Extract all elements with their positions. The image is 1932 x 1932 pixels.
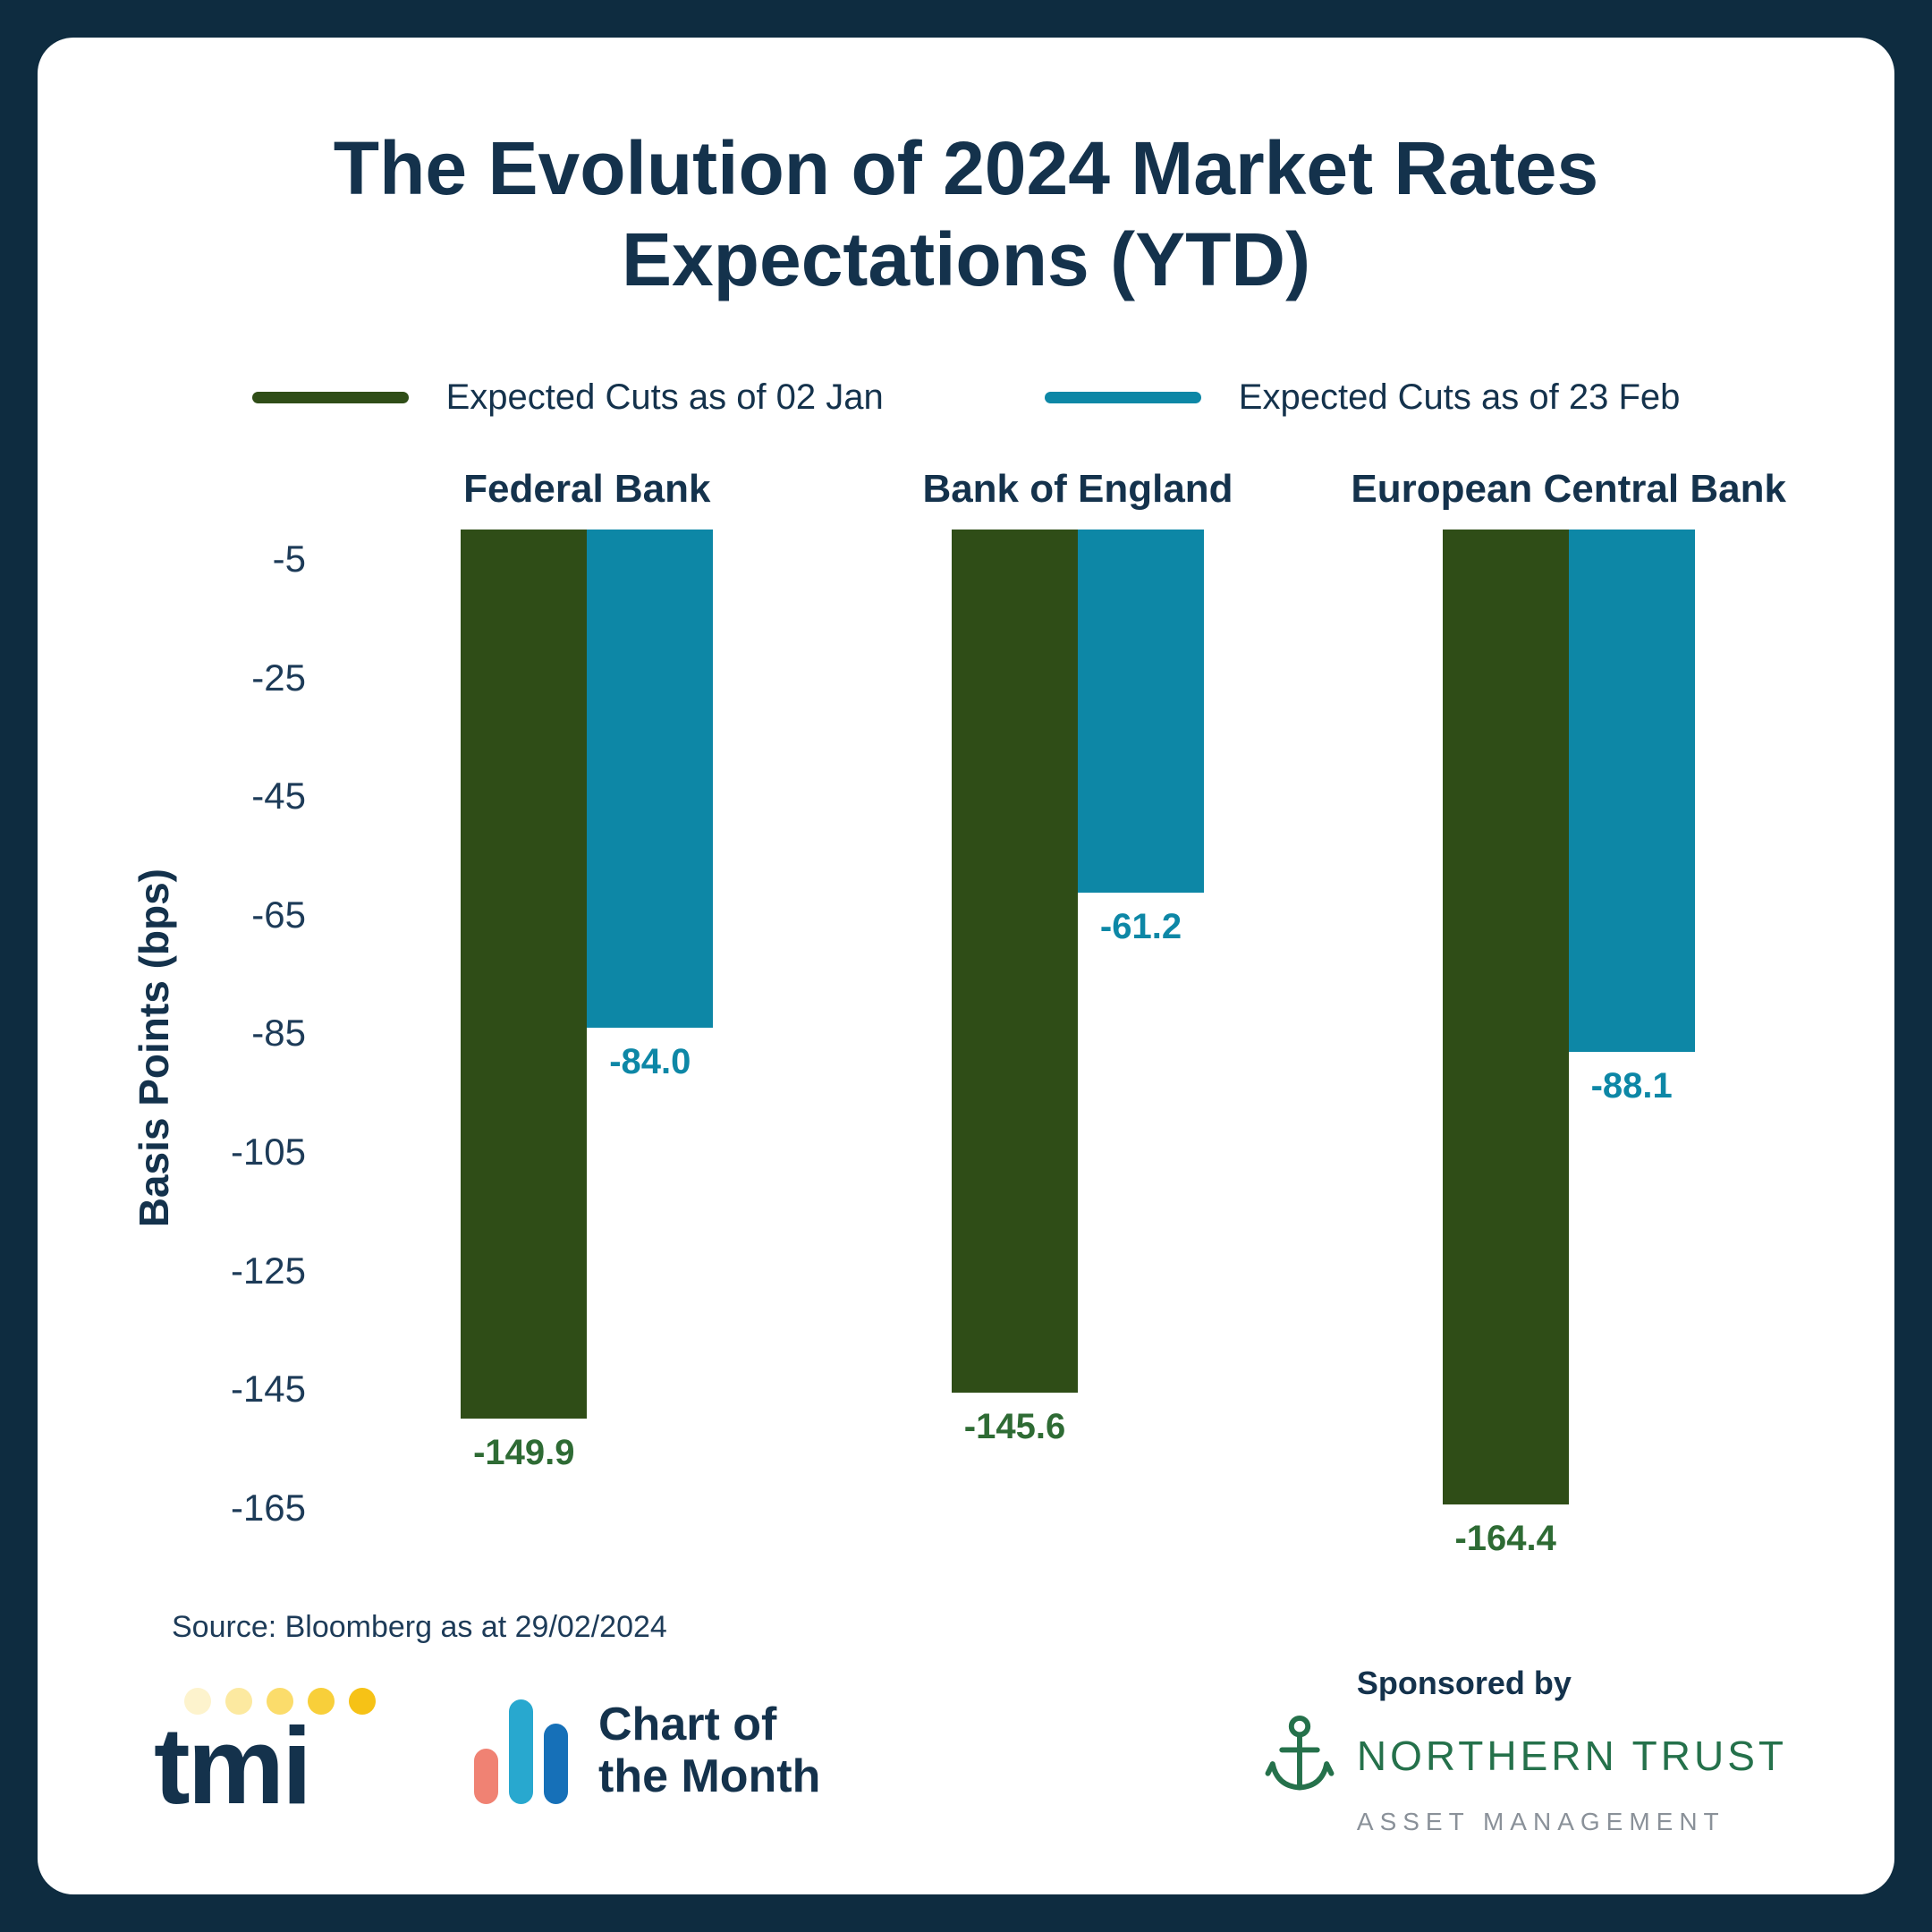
- group-titles-row: Federal Bank Bank of England European Cent…: [342, 467, 1814, 512]
- chart-of-month-icon-bar: [509, 1699, 533, 1804]
- group-title: Federal Bank: [463, 466, 711, 511]
- y-tick: -85: [251, 1012, 306, 1055]
- legend-swatch-feb: [1044, 391, 1201, 403]
- y-tick: -25: [251, 656, 306, 699]
- y-tick: -125: [230, 1249, 306, 1292]
- chart-of-month-icon-bar: [474, 1749, 498, 1804]
- bar-wrap: -145.6: [952, 529, 1078, 1447]
- bar-pair: -145.6 -61.2: [952, 529, 1204, 1447]
- chart-of-month-logo: Chart of the Month: [474, 1697, 820, 1804]
- bar-chart: Federal Bank Bank of England European Cent…: [118, 467, 1814, 1567]
- bar: [1568, 529, 1695, 1052]
- sponsored-by-label: Sponsored by: [1356, 1665, 1572, 1701]
- bar-groups: -149.9 -84.0 -145.6 -61.2 -164.4 -88.1: [342, 529, 1814, 1567]
- bar: [587, 529, 714, 1028]
- sponsor-tagline: ASSET MANAGEMENT: [1356, 1808, 1725, 1835]
- bar-value-label: -145.6: [963, 1407, 1066, 1447]
- bar-value-label: -149.9: [473, 1432, 575, 1472]
- bar: [1442, 529, 1569, 1504]
- bar-pair: -149.9 -84.0: [461, 529, 714, 1473]
- bar: [461, 529, 588, 1419]
- sponsor-name: NORTHERN TRUST: [1356, 1733, 1787, 1779]
- bar-pair: -164.4 -88.1: [1442, 529, 1695, 1559]
- bar-wrap: -84.0: [587, 529, 714, 1082]
- tmi-logo-text: tmi: [154, 1705, 312, 1827]
- tmi-logo-dots: [184, 1688, 376, 1716]
- legend-item-jan: Expected Cuts as of 02 Jan: [251, 377, 884, 418]
- y-tick: -5: [272, 538, 306, 580]
- y-tick: -165: [230, 1486, 306, 1529]
- bar-value-label: -84.0: [609, 1041, 691, 1081]
- bar-wrap: -61.2: [1078, 529, 1204, 947]
- y-tick: -105: [230, 1130, 306, 1173]
- northern-trust-logo: NORTHERN TRUST: [1264, 1715, 1787, 1797]
- footer: tmi Chart of the Month Sponsored by: [118, 1647, 1814, 1845]
- bar-wrap: -149.9: [461, 529, 588, 1473]
- sponsor-block: Sponsored by NORTHERN TRUST ASSET MANAGE…: [1264, 1665, 1787, 1836]
- footer-left: tmi Chart of the Month: [154, 1688, 820, 1827]
- tmi-logo: tmi: [154, 1688, 376, 1827]
- chart-of-month-label: Chart of the Month: [598, 1698, 821, 1802]
- group-title: European Central Bank: [1351, 466, 1786, 511]
- y-tick: -145: [230, 1368, 306, 1411]
- bar-group: -164.4 -88.1: [1323, 529, 1814, 1567]
- legend: Expected Cuts as of 02 Jan Expected Cuts…: [118, 377, 1814, 418]
- legend-item-feb: Expected Cuts as of 23 Feb: [1044, 377, 1681, 418]
- chart-card: The Evolution of 2024 Market Rates Expec…: [38, 38, 1894, 1894]
- tmi-logo-dot: [267, 1688, 293, 1716]
- plot-area: Basis Points (bps) -5 -25 -45 -65 -85 -105 -12…: [118, 529, 1814, 1567]
- bar-group: -149.9 -84.0: [342, 529, 833, 1567]
- group-title: Bank of England: [922, 466, 1233, 511]
- bar-value-label: -61.2: [1099, 906, 1182, 946]
- tmi-logo-dot: [349, 1688, 376, 1716]
- bar-value-label: -88.1: [1590, 1065, 1673, 1106]
- chart-title-line1: The Evolution of 2024 Market Rates: [333, 126, 1599, 210]
- legend-label-feb: Expected Cuts as of 23 Feb: [1238, 377, 1681, 417]
- bar-group: -145.6 -61.2: [833, 529, 1324, 1567]
- y-tick: -45: [251, 775, 306, 818]
- chart-of-month-icon-bar: [544, 1724, 568, 1804]
- anchor-icon: [1265, 1715, 1335, 1791]
- chart-title-line2: Expectations (YTD): [621, 217, 1311, 302]
- y-tick: -65: [251, 893, 306, 936]
- y-axis-title: Basis Points (bps): [131, 869, 177, 1228]
- source-note: Source: Bloomberg as at 29/02/2024: [172, 1609, 667, 1644]
- tmi-logo-dot: [225, 1688, 252, 1716]
- bar-value-label: -164.4: [1454, 1518, 1556, 1558]
- bar-wrap: -164.4: [1442, 529, 1569, 1559]
- y-axis-ticks: -5 -25 -45 -65 -85 -105 -125 -145 -165: [190, 530, 342, 1567]
- bar-wrap: -88.1: [1568, 529, 1695, 1106]
- bar: [1078, 529, 1204, 893]
- bar: [952, 529, 1078, 1394]
- chart-of-month-icon: [474, 1697, 568, 1804]
- tmi-logo-dot: [184, 1688, 211, 1716]
- chart-title: The Evolution of 2024 Market Rates Expec…: [118, 123, 1814, 306]
- legend-swatch-jan: [251, 391, 409, 403]
- tmi-logo-dot: [308, 1688, 335, 1716]
- legend-label-jan: Expected Cuts as of 02 Jan: [445, 377, 884, 417]
